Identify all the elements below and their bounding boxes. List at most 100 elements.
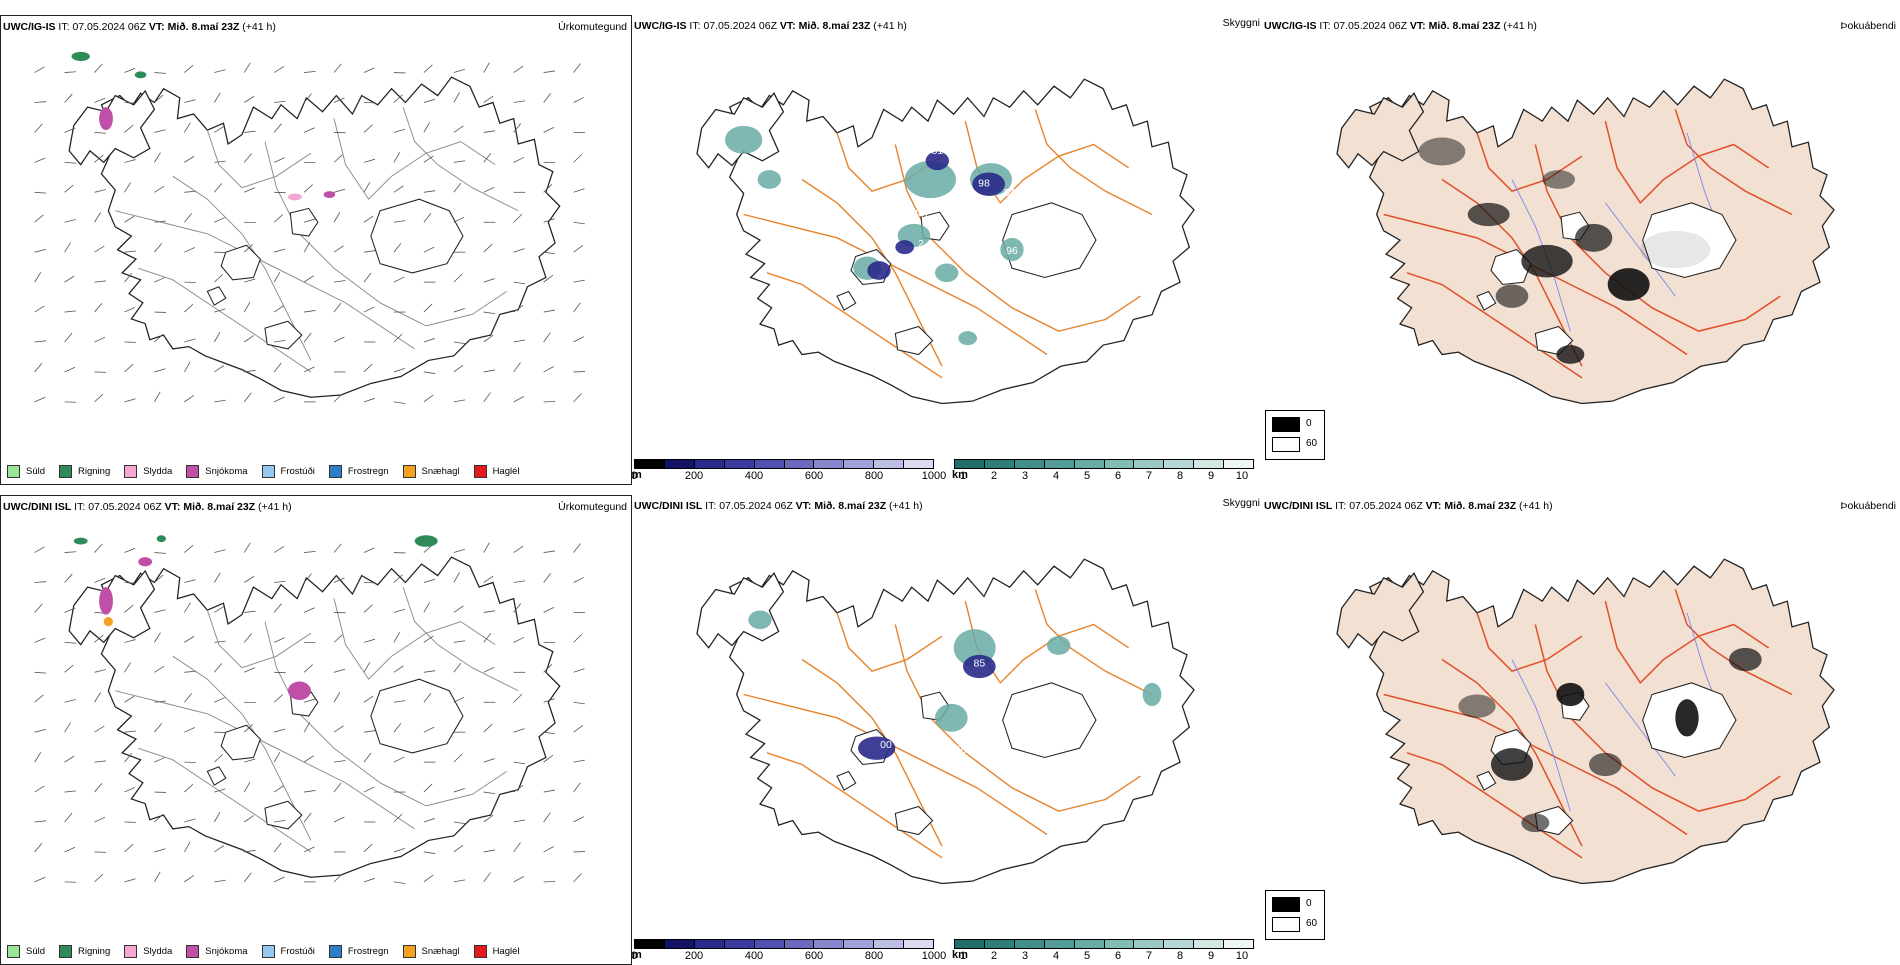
colorbar-tick: 2 [991,950,997,962]
wind-barb [214,550,225,553]
wind-barb [574,783,581,792]
colorbar-tick: 10 [1236,950,1248,962]
wind-barb [544,732,555,734]
colorbar-cell [785,940,815,948]
fog-area [1521,814,1549,833]
fog-area [1496,285,1529,308]
wind-barb [574,303,581,312]
colorbar-tick: 5 [1084,470,1090,482]
legend-swatch [329,465,342,478]
legend-swatch-black [1272,417,1300,432]
colorbar-cell [985,460,1015,468]
panel-title: Úrkomutegund [558,501,627,513]
fog-index-map [1302,517,1862,907]
wind-barb [214,366,224,372]
colorbar-tick: 10 [1236,470,1248,482]
ceiling-area [867,261,890,280]
wind-barb [334,64,341,73]
fog-index-panel: UWC/DINI ISL IT: 07.05.2024 06Z VT: Mið.… [1262,495,1900,965]
wind-barb [484,873,491,882]
colorbar-cell [755,460,785,468]
wind-barb [95,726,105,732]
colorbar-cell [1045,940,1075,948]
wind-barb [574,543,581,552]
wind-barb [574,669,585,673]
legend-swatch [124,465,137,478]
fog-area [1575,224,1612,252]
wind-barb [574,394,582,402]
wind-barb [184,580,195,583]
rain-area [74,538,88,545]
wind-barb [214,400,225,402]
colorbar-cell [635,940,665,948]
visibility-panel: UWC/DINI ISL IT: 07.05.2024 06Z VT: Mið.… [632,495,1262,965]
wind-barb [95,578,106,582]
colorbar-unit: km [952,949,968,961]
colorbar-unit: m [632,949,642,961]
wind-barb [274,66,284,72]
colorbar-tick: 6 [1115,470,1121,482]
ceiling-value-label: 85 [973,658,985,670]
wind-barb [544,607,554,612]
wind-barb [454,549,465,552]
wind-barb [35,67,45,73]
wind-barb [214,70,225,73]
colorbar-cell [1164,940,1194,948]
wind-barb [484,543,490,553]
legend-label: Frostregn [348,946,389,957]
wind-barb [65,699,76,702]
wind-barb [35,192,46,193]
wind-barb [514,396,524,401]
rain-area [71,52,89,61]
colorbar-cell [1105,460,1135,468]
legend-swatch [403,465,416,478]
colorbar-cell [1224,940,1253,948]
legend-value-black: 0 [1306,418,1312,429]
legend-item: Snæhagl [403,945,460,958]
colorbar-cell [814,940,844,948]
wind-barb [394,882,405,884]
colorbar-cell [874,460,904,468]
ceiling-value-label: 56 [955,744,967,756]
visibility-area [725,126,762,154]
wind-barb [274,877,284,882]
visibility-area [935,264,958,283]
visibility-area [1143,683,1162,706]
legend-label: Slydda [143,466,172,477]
wind-barb [514,820,525,822]
visibility-area [958,331,977,345]
colorbar-tick: 9 [1208,470,1214,482]
panel-header: UWC/IG-IS IT: 07.05.2024 06Z VT: Mið. 8.… [1264,20,1537,32]
legend-label: Frostregn [348,466,389,477]
wind-barb [35,249,46,252]
panel-header: UWC/IG-IS IT: 07.05.2024 06Z VT: Mið. 8.… [634,20,907,32]
ceiling-value-label: 54 [1004,187,1016,199]
colorbar-tick: 5 [1084,950,1090,962]
wind-barb [364,878,375,882]
legend-item: Frostúði [262,465,315,478]
panel-title: Þokuábendi [1841,20,1896,32]
colorbar-tick: 400 [745,470,763,482]
wind-barb [574,702,585,704]
legend-label: Súld [26,946,45,957]
sleet-area [288,193,302,200]
ceiling-value-label: 84 [913,290,925,302]
iceland-coastline [720,79,1194,403]
legend-item: Snjókoma [186,945,247,958]
wind-barb [394,402,405,404]
legend-value-white: 60 [1306,438,1317,449]
colorbar-cell [1105,940,1135,948]
colorbar-tick: 200 [685,950,703,962]
wind-barb [214,846,224,852]
wind-barb [364,68,375,73]
wind-barb [95,64,103,73]
wind-barb [95,783,102,792]
wind-barb [214,93,220,103]
wind-barb [514,546,524,552]
legend-item: Frostregn [329,945,389,958]
colorbar-cell [1134,460,1164,468]
colorbar-cell [1075,940,1105,948]
panel-title: Úrkomutegund [558,21,627,33]
wind-barb [35,638,46,642]
